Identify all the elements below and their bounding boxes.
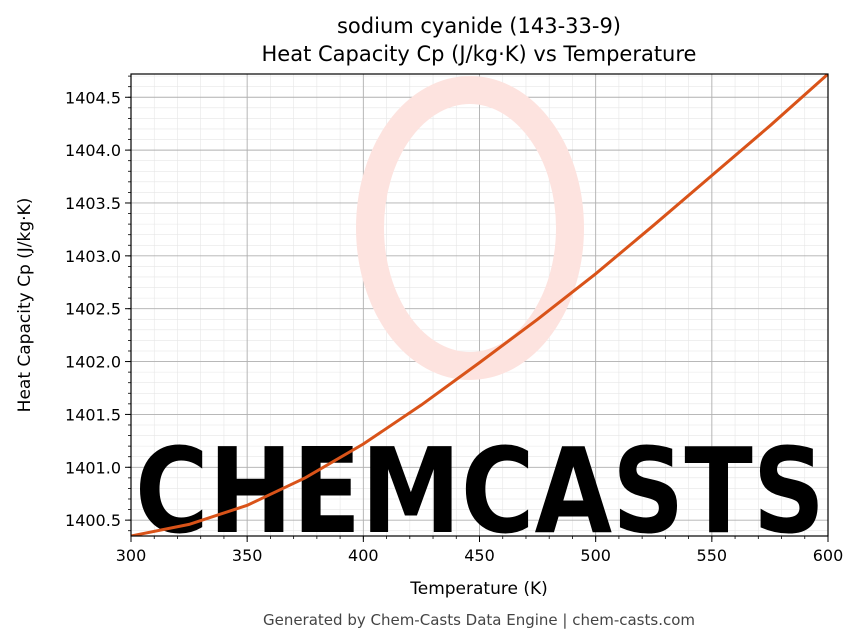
x-axis-label: Temperature (K) <box>409 579 548 599</box>
chart-subtitle: Heat Capacity Cp (J/kg·K) vs Temperature <box>262 42 697 66</box>
watermark-text: CHEMCASTS <box>135 422 825 560</box>
x-tick-label: 350 <box>232 546 263 565</box>
y-tick-label: 1402.5 <box>65 300 121 319</box>
x-tick-label: 300 <box>116 546 147 565</box>
watermark-logo-ring <box>356 76 584 380</box>
y-tick-label: 1403.0 <box>65 247 121 266</box>
chart-title: sodium cyanide (143-33-9) <box>337 14 621 38</box>
x-tick-label: 550 <box>697 546 728 565</box>
x-tick-label: 400 <box>348 546 379 565</box>
y-axis: 1400.5 1401.0 1401.5 1402.0 1402.5 1403.0 1403… <box>65 75 131 532</box>
y-tick-label: 1402.0 <box>65 353 121 372</box>
y-tick-label: 1400.5 <box>65 511 121 530</box>
x-tick-label: 500 <box>580 546 611 565</box>
y-tick-label: 1404.0 <box>65 141 121 160</box>
data-series <box>131 74 828 536</box>
x-tick-label: 600 <box>813 546 844 565</box>
watermark: CHEMCASTS <box>135 76 825 560</box>
y-tick-label: 1404.5 <box>65 88 121 107</box>
y-tick-label: 1403.5 <box>65 194 121 213</box>
series-line <box>131 74 828 536</box>
x-tick-label: 450 <box>464 546 495 565</box>
y-tick-label: 1401.0 <box>65 458 121 477</box>
y-tick-label: 1401.5 <box>65 405 121 424</box>
footer-credit: Generated by Chem-Casts Data Engine | ch… <box>263 611 695 629</box>
x-axis: 300 350 400 450 500 550 600 <box>116 536 844 565</box>
y-axis-label: Heat Capacity Cp (J/kg·K) <box>15 198 35 413</box>
